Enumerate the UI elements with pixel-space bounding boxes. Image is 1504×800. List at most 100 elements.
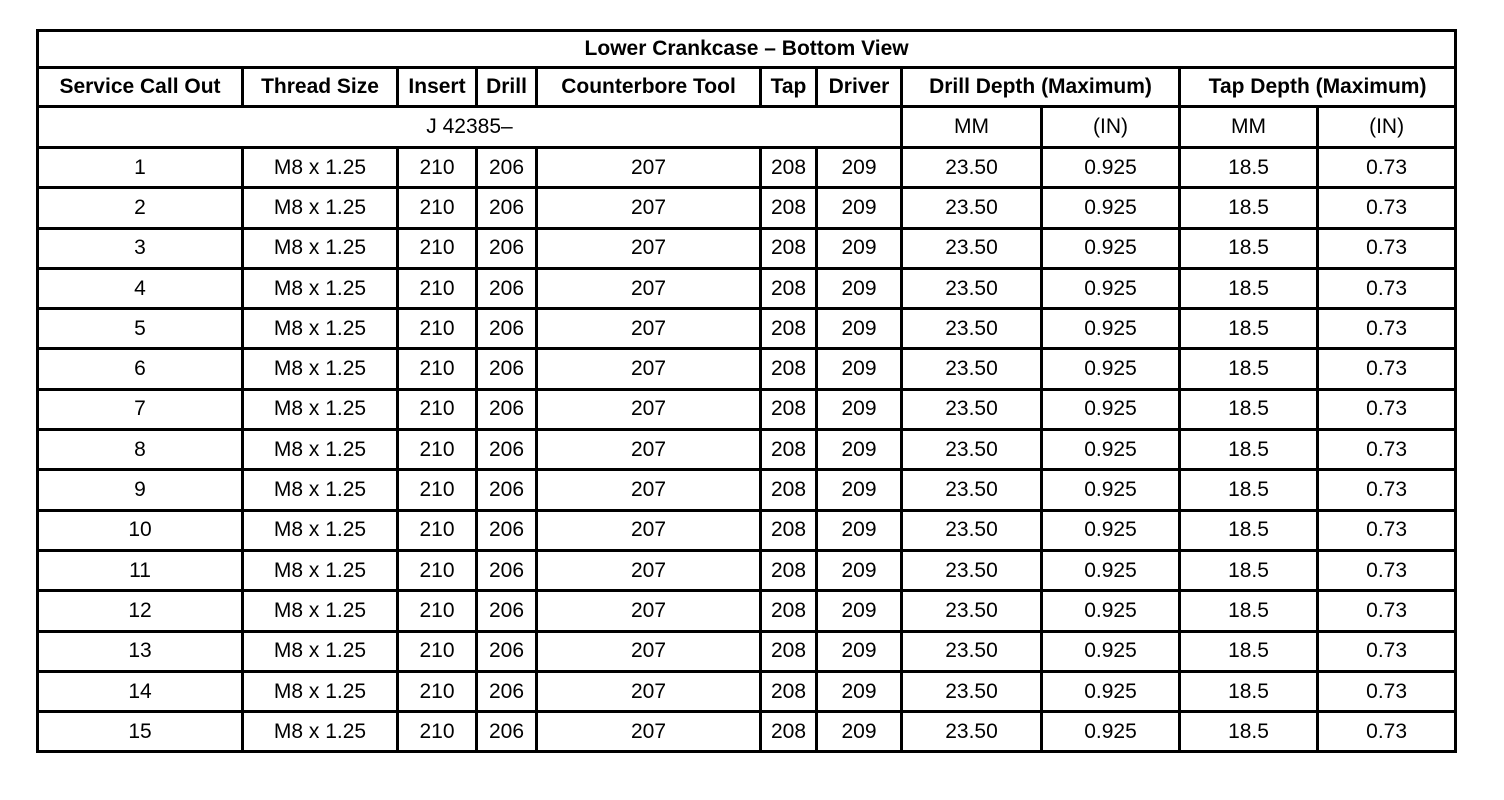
header-tap: Tap <box>759 66 818 108</box>
cell-tap-depth-mm: 18.5 <box>1178 387 1319 432</box>
header-thread-size: Thread Size <box>241 66 399 108</box>
cell-drill-depth-in: 0.925 <box>1040 387 1181 432</box>
cell-driver: 209 <box>815 226 903 270</box>
cell-tap: 208 <box>759 629 818 673</box>
cell-call-out: 10 <box>36 508 244 552</box>
cell-tap-depth-mm: 18.5 <box>1178 710 1319 754</box>
cell-driver: 209 <box>815 347 903 391</box>
cell-counterbore-tool: 207 <box>535 669 762 714</box>
cell-drill: 206 <box>475 548 538 593</box>
cell-drill-depth-mm: 23.50 <box>900 548 1043 593</box>
cell-tap-depth-mm: 18.5 <box>1178 186 1319 230</box>
cell-drill-depth-mm: 23.50 <box>900 629 1043 673</box>
cell-drill-depth-in: 0.925 <box>1040 669 1181 714</box>
table-title: Lower Crankcase – Bottom View <box>35 29 1458 69</box>
cell-drill-depth-in: 0.925 <box>1040 347 1181 391</box>
cell-drill-depth-mm: 23.50 <box>900 589 1043 633</box>
cell-insert: 210 <box>396 428 478 472</box>
cell-driver: 209 <box>815 186 903 230</box>
cell-drill-depth-mm: 23.50 <box>900 145 1043 190</box>
cell-drill: 206 <box>475 508 538 552</box>
table-row: 11 M8 x 1.25 210 206 207 208 209 23.50 0.925 18.5… <box>36 548 1458 593</box>
cell-drill: 206 <box>475 589 538 633</box>
cell-tap-depth-in: 0.73 <box>1315 589 1458 633</box>
table-row: 4 M8 x 1.25 210 206 207 208 209 23.50 0.925 18.5 0… <box>36 266 1458 311</box>
cell-thread-size: M8 x 1.25 <box>241 468 399 512</box>
table-row: 1 M8 x 1.25 210 206 207 208 209 23.50 0.925 18.5 0… <box>36 145 1458 190</box>
cell-tap-depth-in: 0.73 <box>1315 307 1458 351</box>
cell-thread-size: M8 x 1.25 <box>241 266 399 311</box>
cell-thread-size: M8 x 1.25 <box>241 589 399 633</box>
table-row: 2 M8 x 1.25 210 206 207 208 209 23.50 0.925 18.5 0… <box>36 186 1458 230</box>
cell-tap-depth-in: 0.73 <box>1315 669 1458 714</box>
cell-drill-depth-mm: 23.50 <box>900 428 1043 472</box>
unit-drill-in: (IN) <box>1040 105 1181 149</box>
cell-tap-depth-mm: 18.5 <box>1178 428 1319 472</box>
cell-insert: 210 <box>396 669 478 714</box>
cell-tap: 208 <box>759 347 818 391</box>
cell-thread-size: M8 x 1.25 <box>241 508 399 552</box>
cell-tap-depth-in: 0.73 <box>1315 428 1458 472</box>
table-row: 12 M8 x 1.25 210 206 207 208 209 23.50 0.925 18.5… <box>36 589 1458 633</box>
cell-call-out: 12 <box>36 589 244 633</box>
cell-tap-depth-mm: 18.5 <box>1178 266 1319 311</box>
cell-insert: 210 <box>396 548 478 593</box>
cell-tap-depth-in: 0.73 <box>1315 145 1458 190</box>
cell-call-out: 6 <box>36 347 244 391</box>
cell-tap-depth-in: 0.73 <box>1315 347 1458 391</box>
cell-call-out: 14 <box>36 669 244 714</box>
cell-tap: 208 <box>759 548 818 593</box>
cell-drill: 206 <box>475 347 538 391</box>
cell-driver: 209 <box>815 710 903 754</box>
cell-tap-depth-in: 0.73 <box>1315 629 1458 673</box>
cell-counterbore-tool: 207 <box>535 629 762 673</box>
cell-tap-depth-in: 0.73 <box>1315 186 1458 230</box>
cell-insert: 210 <box>396 226 478 270</box>
cell-insert: 210 <box>396 629 478 673</box>
cell-thread-size: M8 x 1.25 <box>241 145 399 190</box>
cell-tap-depth-in: 0.73 <box>1315 266 1458 311</box>
cell-tap-depth-mm: 18.5 <box>1178 468 1319 512</box>
cell-counterbore-tool: 207 <box>535 145 762 190</box>
tool-prefix: J 42385– <box>36 105 903 149</box>
cell-drill: 206 <box>475 428 538 472</box>
cell-thread-size: M8 x 1.25 <box>241 710 399 754</box>
cell-tap-depth-mm: 18.5 <box>1178 548 1319 593</box>
cell-drill-depth-mm: 23.50 <box>900 307 1043 351</box>
cell-drill: 206 <box>475 387 538 432</box>
cell-insert: 210 <box>396 468 478 512</box>
cell-tap-depth-mm: 18.5 <box>1178 226 1319 270</box>
cell-drill-depth-in: 0.925 <box>1040 468 1181 512</box>
cell-insert: 210 <box>396 145 478 190</box>
cell-driver: 209 <box>815 589 903 633</box>
cell-thread-size: M8 x 1.25 <box>241 186 399 230</box>
cell-call-out: 2 <box>36 186 244 230</box>
table-row: 6 M8 x 1.25 210 206 207 208 209 23.50 0.925 18.5 0… <box>36 347 1458 391</box>
cell-tap-depth-in: 0.73 <box>1315 226 1458 270</box>
cell-thread-size: M8 x 1.25 <box>241 347 399 391</box>
cell-thread-size: M8 x 1.25 <box>241 387 399 432</box>
cell-tap: 208 <box>759 266 818 311</box>
cell-drill-depth-in: 0.925 <box>1040 145 1181 190</box>
cell-drill-depth-in: 0.925 <box>1040 226 1181 270</box>
unit-tap-mm: MM <box>1178 105 1319 149</box>
cell-thread-size: M8 x 1.25 <box>241 548 399 593</box>
cell-thread-size: M8 x 1.25 <box>241 307 399 351</box>
cell-call-out: 7 <box>36 387 244 432</box>
cell-thread-size: M8 x 1.25 <box>241 428 399 472</box>
cell-tap: 208 <box>759 669 818 714</box>
cell-drill: 206 <box>475 266 538 311</box>
cell-tap: 208 <box>759 186 818 230</box>
table-row: 8 M8 x 1.25 210 206 207 208 209 23.50 0.925 18.5 0… <box>36 428 1458 472</box>
cell-tap-depth-in: 0.73 <box>1315 710 1458 754</box>
cell-counterbore-tool: 207 <box>535 508 762 552</box>
cell-insert: 210 <box>396 307 478 351</box>
cell-counterbore-tool: 207 <box>535 710 762 754</box>
cell-drill-depth-in: 0.925 <box>1040 629 1181 673</box>
cell-insert: 210 <box>396 186 478 230</box>
cell-drill-depth-in: 0.925 <box>1040 508 1181 552</box>
table-row: 14 M8 x 1.25 210 206 207 208 209 23.50 0.925 18.5… <box>36 669 1458 714</box>
cell-tap: 208 <box>759 710 818 754</box>
unit-tap-in: (IN) <box>1315 105 1458 149</box>
cell-tap: 208 <box>759 145 818 190</box>
